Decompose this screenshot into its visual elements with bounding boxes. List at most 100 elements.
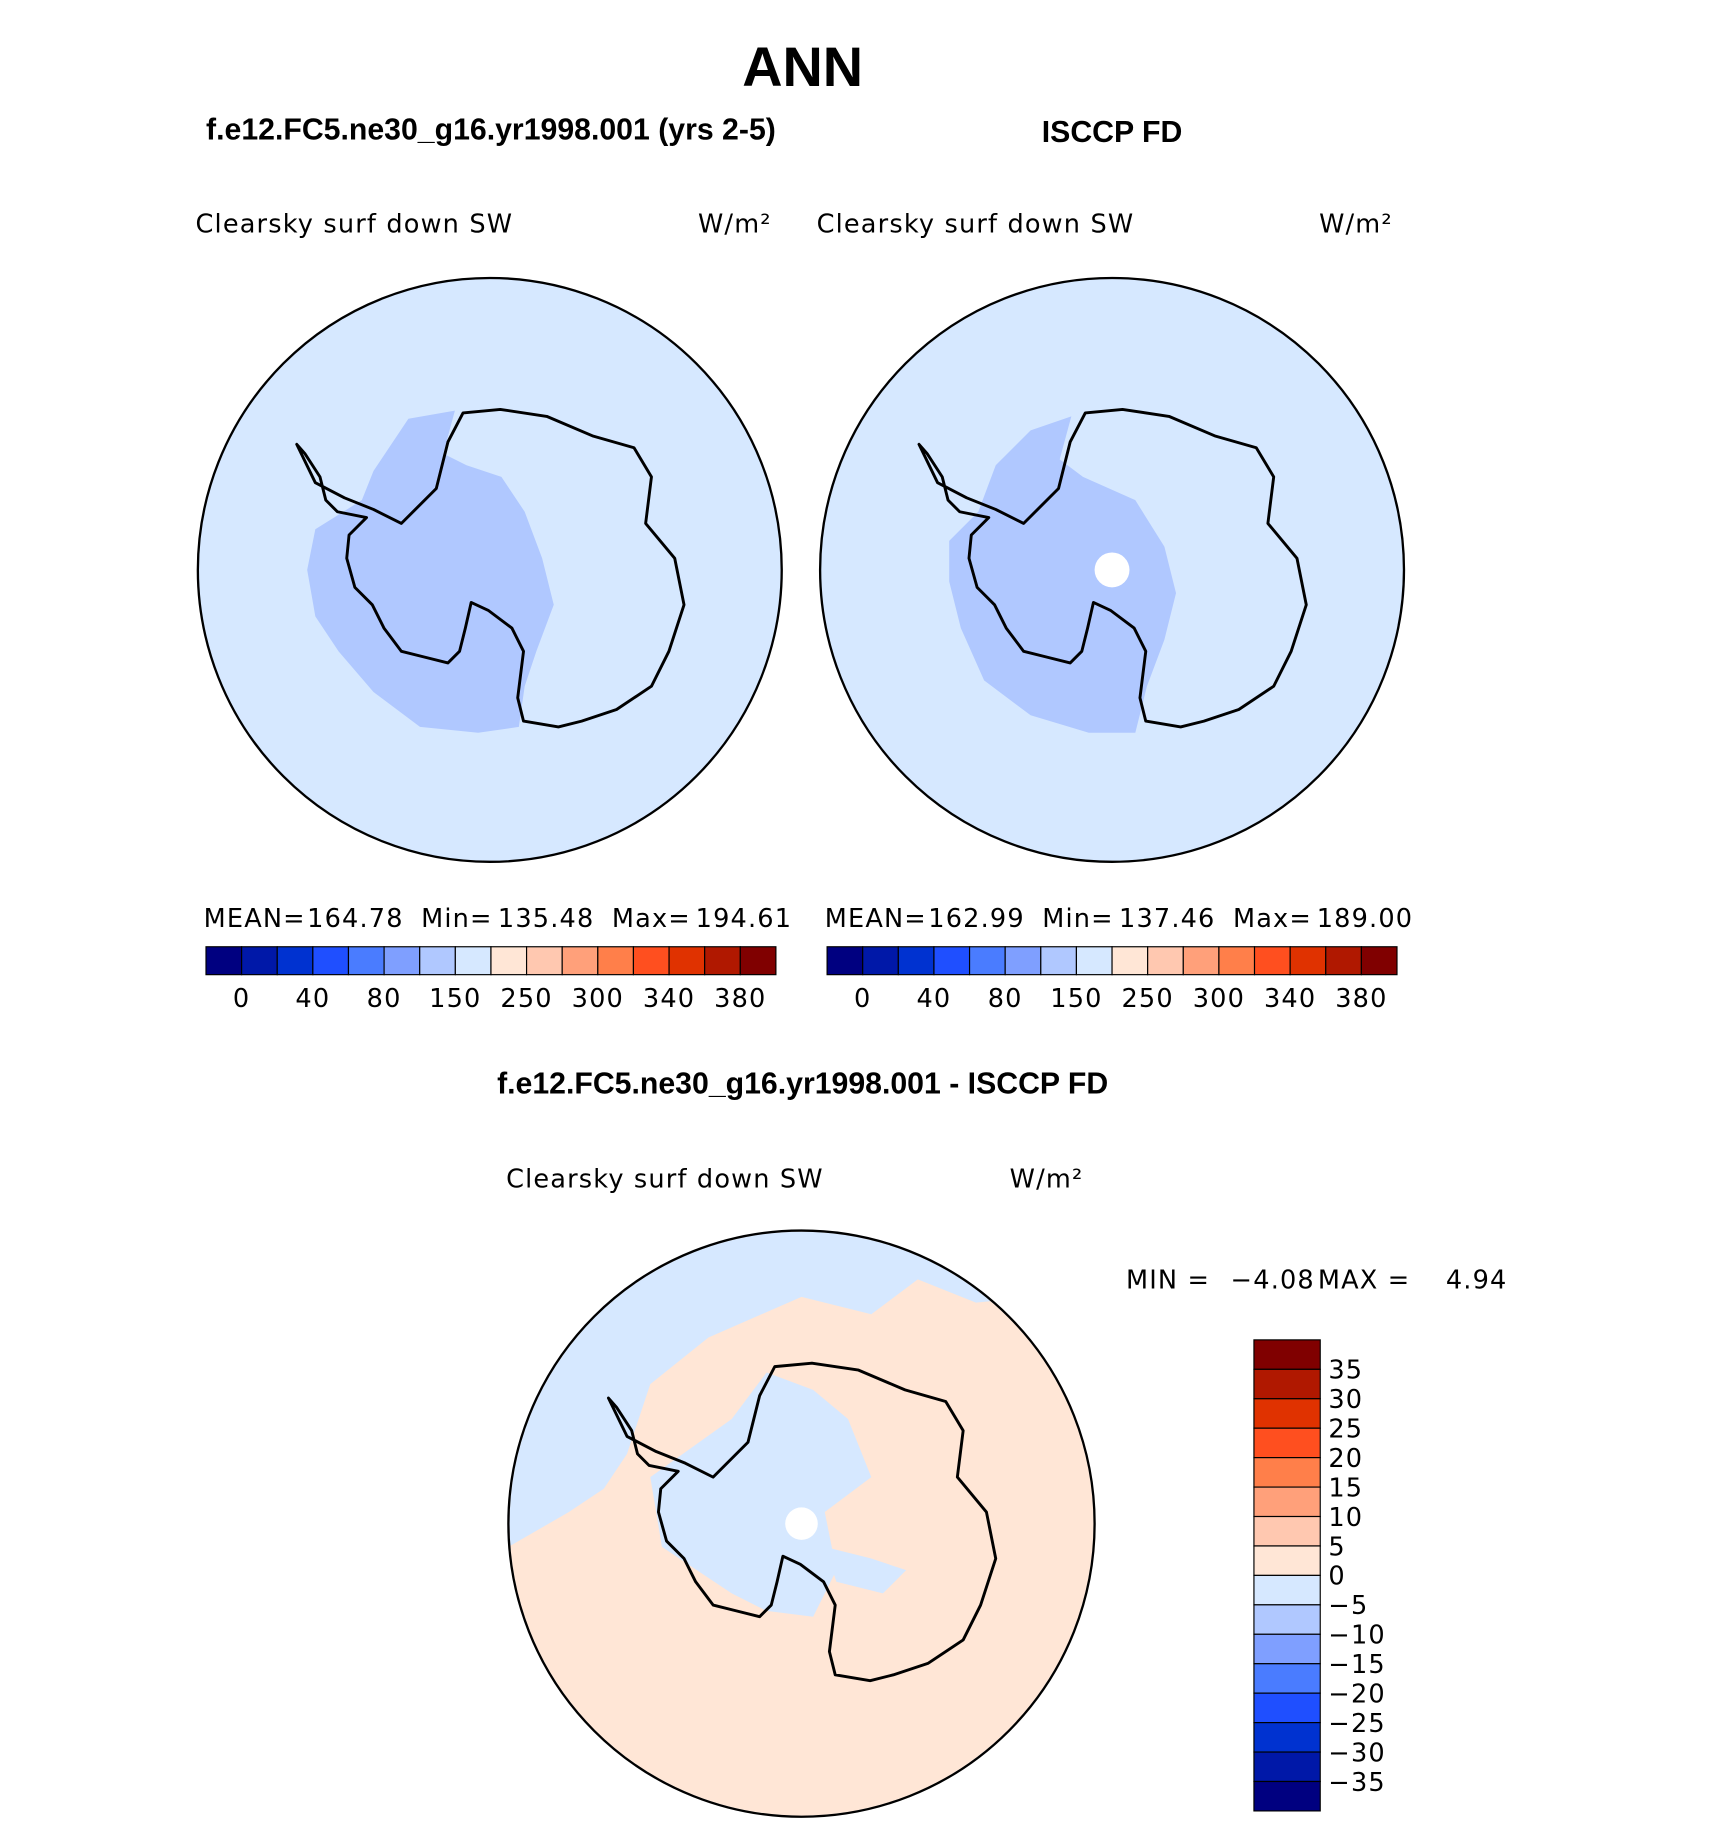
colorbar-box [1253,1368,1321,1400]
stat-value: 162.99 [928,904,1024,934]
colorbar-box [826,946,864,976]
panel-title: f.e12.FC5.ne30_g16.yr1998.001 - ISCCP FD [497,1067,1108,1100]
colorbar-box [1218,946,1256,976]
stat-value: 164.78 [307,904,403,934]
stat-label: Min= [1042,904,1113,934]
colorbar-label: 20 [1328,1444,1363,1474]
colorbar-label: 25 [1328,1415,1363,1445]
colorbar-label: 300 [572,984,624,1014]
colorbar-box [525,946,563,976]
colorbar-box [933,946,971,976]
stat-label: Max= [1233,904,1312,934]
colorbar-box [347,946,385,976]
panel-title: f.e12.FC5.ne30_g16.yr1998.001 (yrs 2-5) [206,114,776,147]
stat-value: 137.46 [1119,904,1215,934]
colorbar-label: 150 [1050,984,1102,1014]
colorbar-box [632,946,670,976]
colorbar-label: −15 [1328,1650,1385,1680]
colorbar-box [597,946,635,976]
colorbar-label: 300 [1193,984,1245,1014]
colorbar-box [1360,946,1398,976]
colorbar-box [704,946,741,976]
colorbar-box [383,946,421,976]
colorbar-box [1253,1515,1321,1547]
colorbar-box [1253,1692,1321,1724]
colorbar-label: −35 [1328,1768,1385,1798]
colorbar-label: −30 [1328,1738,1385,1768]
colorbar-box [454,946,492,976]
colorbar-box [1004,946,1042,976]
stat-value: 189.00 [1317,904,1413,934]
stat-label: MAX = [1318,1266,1410,1296]
colorbar-box [1182,946,1220,976]
colorbar-label: 80 [988,984,1023,1014]
colorbar-box [1289,946,1327,976]
colorbar-box [1040,946,1078,976]
colorbar-box [1253,1751,1321,1783]
colorbar-box [490,946,528,976]
colorbar-label: 35 [1328,1356,1363,1386]
colorbar-box [1253,946,1291,976]
colorbar-label: 380 [714,984,766,1014]
stat-label: MIN = [1126,1266,1210,1296]
colorbar-label: 0 [854,984,871,1014]
colorbar-box [419,946,456,976]
colorbar-label: 0 [233,984,250,1014]
map [507,1229,1096,1818]
colorbar-box [1111,946,1149,976]
colorbar-box [1253,1633,1321,1665]
units-label: W/m² [1319,210,1393,240]
map [196,276,783,864]
colorbar-label: 380 [1335,984,1387,1014]
colorbar-label: 40 [917,984,952,1014]
colorbar-box [1253,1398,1321,1429]
colorbar-box [1253,1339,1321,1370]
stat-label: Max= [612,904,691,934]
colorbar-box [1253,1663,1321,1694]
stat-label: MEAN= [825,904,927,934]
units-label: W/m² [698,210,772,240]
colorbar-label: 40 [295,984,330,1014]
variable-label: Clearsky surf down SW [196,210,514,240]
colorbar-box [739,946,777,976]
colorbar-box [1253,1574,1321,1606]
colorbar-label: 250 [1122,984,1174,1014]
variable-label: Clearsky surf down SW [817,210,1135,240]
colorbar-label: 80 [367,984,402,1014]
colorbar-box [1147,946,1184,976]
variable-label: Clearsky surf down SW [506,1165,824,1195]
stat-label: MEAN= [204,904,306,934]
stat-value: 4.94 [1446,1266,1508,1296]
units-label: W/m² [1010,1165,1084,1195]
colorbar-box [1253,1722,1321,1753]
colorbar-box [561,946,599,976]
stat-value: 194.61 [696,904,792,934]
colorbar-label: −25 [1328,1709,1385,1739]
colorbar-label: 250 [500,984,552,1014]
panel-title: ISCCP FD [1042,116,1183,149]
colorbar-box [1253,1545,1321,1576]
colorbar-box [968,946,1006,976]
colorbar-label: 150 [429,984,481,1014]
colorbar-label: 0 [1328,1562,1345,1592]
colorbar-box [668,946,706,976]
colorbar-label: −5 [1328,1591,1368,1621]
colorbar-box [1075,946,1113,976]
colorbar-box [276,946,314,976]
stat-label: Min= [421,904,492,934]
colorbar-box [1253,1457,1321,1488]
colorbar-box [1253,1604,1321,1635]
colorbar-label: −20 [1328,1679,1385,1709]
map [818,276,1406,864]
colorbar-label: 340 [1264,984,1316,1014]
colorbar-box [312,946,350,976]
colorbar-label: 340 [643,984,695,1014]
colorbar-box [205,946,243,976]
colorbar-label: 10 [1328,1503,1363,1533]
figure-title: ANN [742,35,863,98]
colorbar-box [862,946,899,976]
colorbar-box [241,946,278,976]
colorbar-box [1325,946,1362,976]
